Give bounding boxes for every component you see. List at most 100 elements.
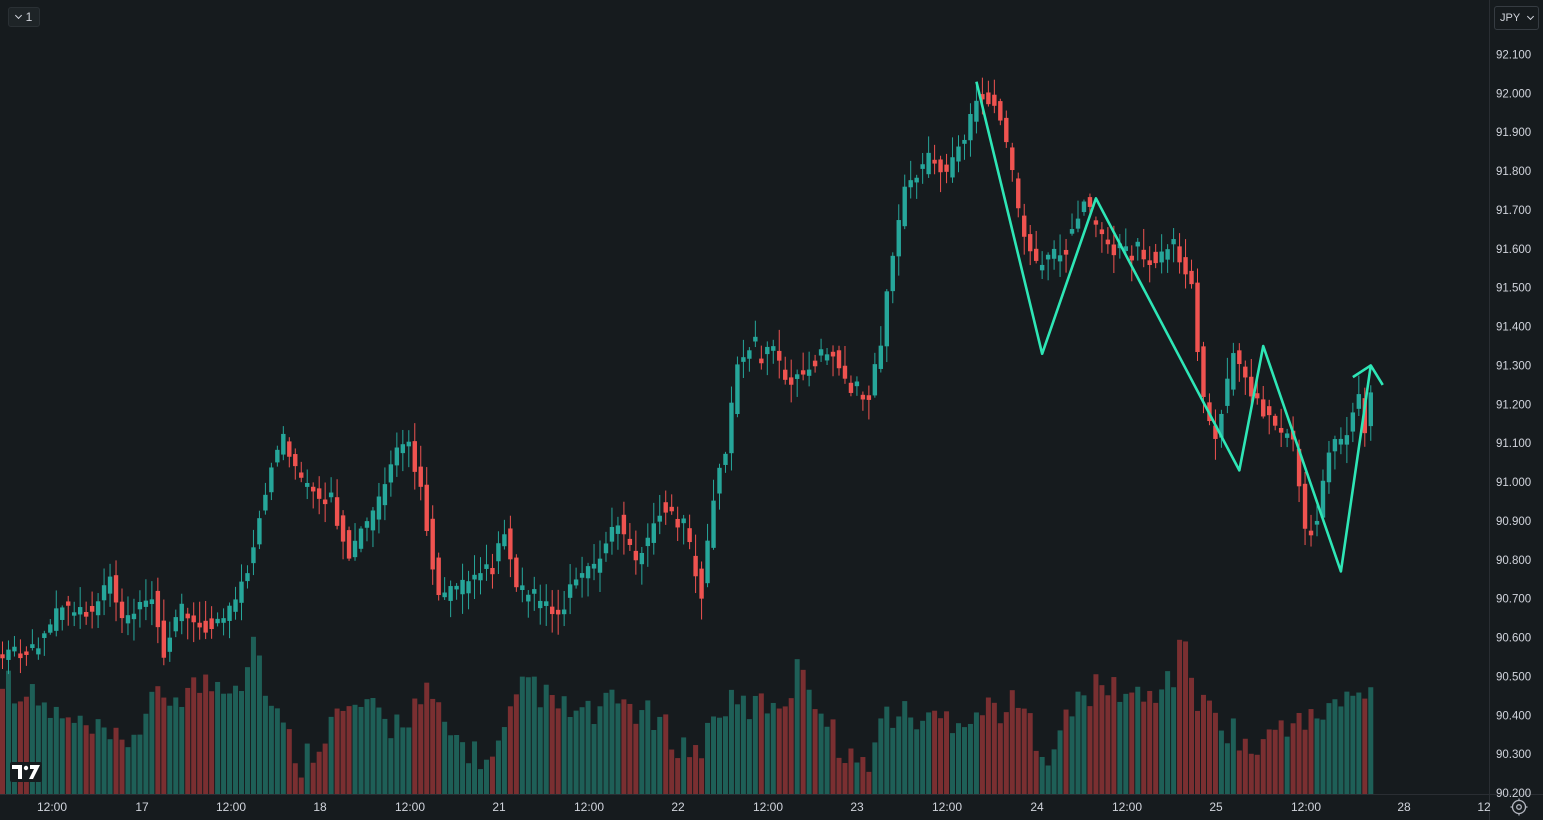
volume-bar xyxy=(495,740,501,794)
volume-bar xyxy=(603,692,609,794)
candle-body xyxy=(735,364,740,415)
candle-body xyxy=(567,584,573,598)
candle-body xyxy=(460,579,465,595)
candle-body xyxy=(1243,366,1248,378)
candle-body xyxy=(1183,257,1188,275)
candle-body xyxy=(1039,264,1045,271)
volume-bar xyxy=(1320,719,1326,794)
volume-bar xyxy=(466,763,472,794)
candle-body xyxy=(561,609,567,615)
candle-body xyxy=(1350,412,1356,432)
volume-bar xyxy=(878,718,884,794)
candle-body xyxy=(944,164,949,172)
volume-bar xyxy=(370,698,376,794)
volume-bar xyxy=(1224,743,1230,794)
candle-body xyxy=(1314,520,1320,525)
price-tick-label: 91.600 xyxy=(1496,244,1531,256)
gear-icon[interactable] xyxy=(1508,796,1530,818)
time-tick-label: 25 xyxy=(1209,800,1223,814)
volume-bar xyxy=(35,705,41,794)
candle-body xyxy=(1320,480,1326,518)
volume-bar xyxy=(412,698,418,794)
candle-body xyxy=(538,600,543,609)
candle-body xyxy=(334,497,340,526)
candle-body xyxy=(101,585,107,601)
volume-bar xyxy=(1314,718,1320,794)
candle-body xyxy=(627,538,633,545)
candle-body xyxy=(759,358,764,364)
candle-body xyxy=(1302,483,1308,529)
candle-body xyxy=(1135,241,1140,247)
volume-bar xyxy=(860,757,866,794)
volume-bar xyxy=(1045,765,1051,794)
candle-body xyxy=(573,579,579,586)
candle-body xyxy=(914,177,919,183)
time-tick-label: 12 xyxy=(1477,800,1491,814)
volume-bar xyxy=(334,708,340,794)
candle-body xyxy=(42,633,47,638)
price-tick-label: 91.700 xyxy=(1496,205,1531,217)
candle-body xyxy=(406,441,411,447)
volume-bar xyxy=(944,711,950,794)
candle-body xyxy=(860,394,866,400)
candle-body xyxy=(753,336,758,342)
candle-body xyxy=(263,494,268,511)
candle-body xyxy=(687,528,692,543)
candle-body xyxy=(72,612,77,616)
candlesticks xyxy=(0,77,1373,675)
candle-body xyxy=(293,454,298,467)
candle-body xyxy=(418,466,423,487)
price-tick-label: 92.100 xyxy=(1496,50,1531,62)
volume-bar xyxy=(681,737,687,794)
candle-body xyxy=(197,622,202,628)
volume-bar xyxy=(1117,701,1123,794)
candle-body xyxy=(191,615,196,623)
candle-body xyxy=(717,467,722,494)
candle-body xyxy=(962,139,967,144)
candle-body xyxy=(77,607,83,615)
volume-bar xyxy=(1039,756,1045,794)
volume-bar xyxy=(1278,720,1284,794)
volume-bar xyxy=(173,697,179,794)
volume-bar xyxy=(388,738,394,794)
currency-button[interactable]: JPY xyxy=(1494,6,1539,30)
volume-bar xyxy=(53,706,59,794)
volume-bar xyxy=(340,710,346,794)
volume-bar xyxy=(286,729,292,794)
candle-body xyxy=(1075,218,1081,229)
candle-body xyxy=(741,357,746,362)
price-tick-label: 90.300 xyxy=(1496,749,1531,761)
volume-bar xyxy=(149,691,155,794)
candle-body xyxy=(299,472,304,478)
candle-body xyxy=(1069,229,1075,234)
candle-body xyxy=(1308,530,1314,536)
volume-bar xyxy=(788,698,794,794)
volume-bar xyxy=(782,706,788,794)
volume-bar xyxy=(1099,685,1105,794)
volume-bar xyxy=(722,716,728,794)
candle-body xyxy=(980,94,985,100)
volume-bar xyxy=(543,684,549,794)
volume-bar xyxy=(800,669,806,794)
candle-body xyxy=(699,568,704,599)
candle-body xyxy=(502,534,507,547)
candle-body xyxy=(872,364,878,396)
candle-body xyxy=(1249,376,1254,397)
candle-body xyxy=(615,525,621,534)
candle-body xyxy=(173,617,178,632)
volume-bar xyxy=(89,733,95,794)
candle-body xyxy=(508,528,513,560)
candle-body xyxy=(209,618,214,630)
interval-button[interactable]: 1 xyxy=(8,7,40,27)
candle-body xyxy=(376,496,382,520)
volume-bar xyxy=(1171,687,1177,794)
candle-body xyxy=(275,449,280,463)
volume-bar xyxy=(1159,689,1165,794)
volume-bar xyxy=(292,763,298,794)
volume-bar xyxy=(997,723,1003,794)
candle-body xyxy=(125,615,131,624)
volume-bar xyxy=(513,694,519,794)
volume-bar xyxy=(734,704,740,794)
volume-bar xyxy=(1057,730,1063,794)
